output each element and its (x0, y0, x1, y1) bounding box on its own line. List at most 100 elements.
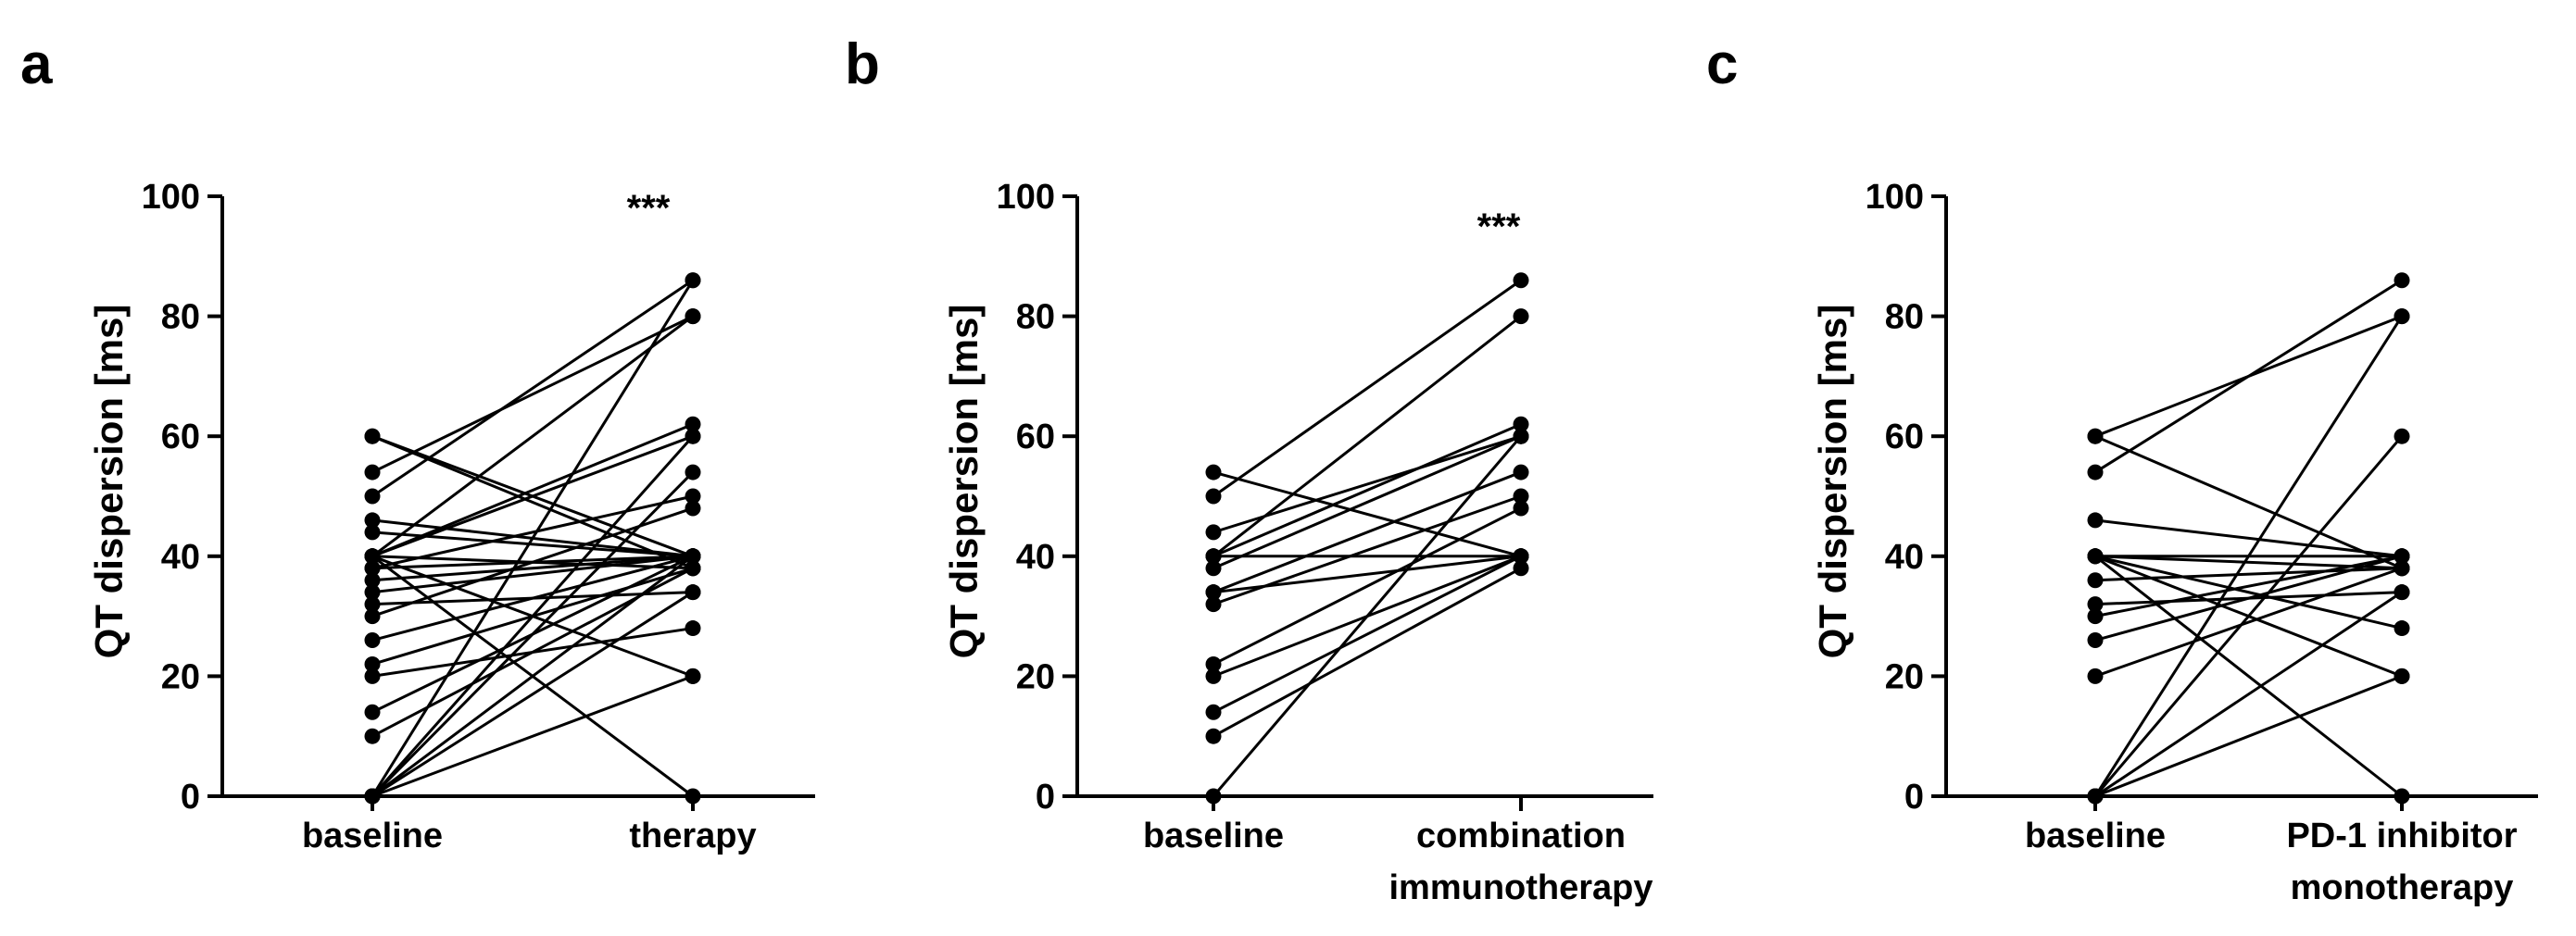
significance-marker-b: *** (1477, 206, 1521, 247)
pair-line-b-6 (1213, 434, 1522, 570)
point-followup-a-7 (685, 416, 701, 432)
pair-line-a-2 (371, 315, 694, 474)
point-followup-a-25 (685, 464, 701, 480)
point-followup-c-13 (2394, 560, 2410, 577)
pair-line-c-11 (2094, 555, 2403, 618)
point-followup-b-14 (1513, 428, 1529, 444)
point-baseline-a-19 (364, 655, 381, 672)
pair-line-b-0 (1213, 470, 1522, 558)
point-followup-c-15 (2394, 428, 2410, 444)
pair-line-c-6 (2094, 555, 2403, 630)
pair-line-b-9 (1213, 494, 1522, 606)
point-baseline-a-15 (364, 584, 381, 601)
point-baseline-a-4 (364, 512, 381, 529)
y-ticks-a: 0 20 40 60 80 100 (142, 178, 695, 817)
point-followup-c-17 (2394, 668, 2410, 684)
category-label-b-1-1: immunotherapy (1389, 868, 1652, 907)
pair-line-b-12 (1213, 555, 1522, 714)
point-baseline-c-3 (2087, 512, 2104, 529)
category-label-b-0-0: baseline (1143, 817, 1284, 855)
point-baseline-b-5 (1205, 548, 1222, 565)
pair-line-a-1 (371, 434, 694, 570)
y-tick-label-c-40: 40 (1885, 538, 1924, 577)
point-baseline-a-20 (364, 668, 381, 684)
pair-line-b-3 (1213, 315, 1522, 557)
category-label-a-0-0: baseline (302, 817, 443, 855)
point-baseline-b-6 (1205, 560, 1222, 577)
paired-lines-b (1205, 272, 1529, 805)
point-followup-c-14 (2394, 308, 2410, 325)
category-labels-b: baseline combination immunotherapy (1143, 817, 1653, 907)
pair-line-a-18 (371, 555, 694, 642)
y-tick-label-c-20: 20 (1885, 657, 1924, 696)
pair-line-a-26 (371, 555, 694, 798)
pair-line-b-10 (1213, 506, 1522, 666)
point-followup-b-3 (1513, 308, 1529, 325)
pair-line-c-16 (2094, 591, 2403, 798)
pair-line-a-7 (371, 422, 694, 558)
pair-line-b-4 (1213, 422, 1522, 558)
pair-line-c-15 (2093, 435, 2404, 797)
panel-a: a QT dispersion [ms] 0 20 40 60 80 100 baseli… (20, 32, 815, 855)
y-tick-label-c-80: 80 (1885, 298, 1924, 337)
point-baseline-a-1 (364, 428, 381, 444)
point-baseline-a-18 (364, 632, 381, 649)
pair-line-a-25 (371, 471, 695, 798)
point-followup-a-12 (685, 488, 701, 505)
point-baseline-b-8 (1205, 584, 1222, 601)
pair-line-b-14 (1212, 435, 1523, 797)
y-tick-label-b-100: 100 (997, 178, 1055, 217)
point-followup-a-20 (685, 620, 701, 637)
point-followup-b-1 (1513, 272, 1529, 289)
point-followup-b-10 (1513, 500, 1529, 517)
pair-line-c-12 (2094, 555, 2403, 642)
point-followup-b-12 (1513, 548, 1529, 565)
point-baseline-b-10 (1205, 655, 1222, 672)
point-baseline-a-28 (364, 788, 381, 805)
pair-line-c-13 (2094, 567, 2403, 678)
pair-line-c-14 (2093, 315, 2404, 797)
point-followup-a-24 (685, 428, 701, 444)
point-baseline-a-11 (364, 548, 381, 565)
pair-line-a-12 (371, 494, 694, 570)
y-tick-label-b-20: 20 (1016, 657, 1055, 696)
point-followup-b-7 (1513, 464, 1529, 480)
pair-line-b-1 (1213, 279, 1522, 498)
pair-line-c-1 (2094, 434, 2403, 570)
y-tick-label-b-80: 80 (1016, 298, 1055, 337)
point-followup-a-11 (685, 788, 701, 805)
point-baseline-a-16 (364, 596, 381, 613)
paired-lines-a (364, 272, 701, 805)
point-baseline-a-21 (364, 704, 381, 720)
point-followup-a-6 (685, 308, 701, 325)
y-tick-label-b-40: 40 (1016, 538, 1055, 577)
y-axis-label-b: QT dispersion [ms] (942, 305, 986, 659)
pair-line-a-8 (371, 434, 694, 558)
point-baseline-c-11 (2087, 608, 2104, 625)
pair-line-a-24 (371, 435, 695, 797)
y-ticks-c: 0 20 40 60 80 100 (1866, 178, 2404, 817)
point-followup-b-4 (1513, 416, 1529, 432)
point-baseline-c-12 (2087, 632, 2104, 649)
category-label-c-0-0: baseline (2025, 817, 2166, 855)
point-baseline-a-3 (364, 488, 381, 505)
point-followup-b-13 (1513, 560, 1529, 577)
pair-line-a-27 (371, 591, 694, 798)
y-tick-label-c-100: 100 (1866, 178, 1924, 217)
category-label-b-1-0: combination (1416, 817, 1626, 855)
pair-line-c-8 (2094, 555, 2403, 798)
point-baseline-c-13 (2087, 668, 2104, 684)
pair-line-a-3 (371, 279, 694, 498)
point-baseline-c-2 (2087, 464, 2104, 480)
y-tick-label-a-100: 100 (142, 178, 200, 217)
point-followup-b-9 (1513, 488, 1529, 505)
point-baseline-b-14 (1205, 788, 1222, 805)
y-ticks-b: 0 20 40 60 80 100 (997, 178, 1523, 817)
point-baseline-c-8 (2087, 548, 2104, 565)
point-followup-c-8 (2394, 788, 2410, 805)
pair-line-a-28 (371, 674, 694, 798)
pair-line-c-17 (2094, 675, 2403, 798)
category-labels-a: baseline therapy (302, 817, 757, 855)
point-baseline-a-14 (364, 572, 381, 589)
point-baseline-b-12 (1205, 704, 1222, 720)
